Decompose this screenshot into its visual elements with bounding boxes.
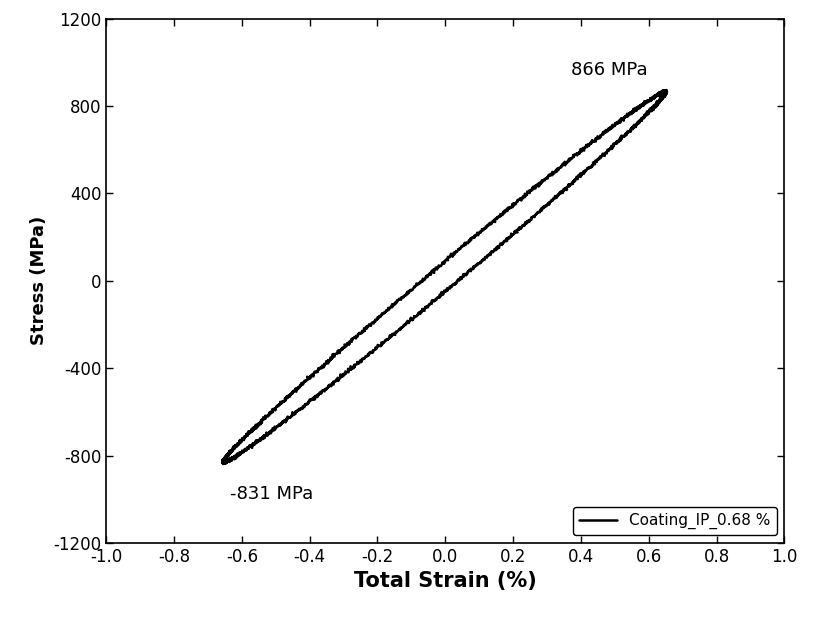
Coating_IP_0.68 % <box>601 149 611 157</box>
Text: -831 MPa: -831 MPa <box>230 486 313 503</box>
Text: 866 MPa: 866 MPa <box>571 62 647 80</box>
Coating_IP_0.68 % <box>267 405 277 413</box>
Coating_IP_0.68 % <box>600 128 609 135</box>
Coating_IP_0.68 % <box>661 90 671 97</box>
Coating_IP_0.68 % <box>662 86 672 94</box>
Coating_IP_0.68 % <box>219 460 229 468</box>
Coating_IP_0.68 % <box>237 437 247 445</box>
Line: Coating_IP_0.68 %: Coating_IP_0.68 % <box>222 90 667 464</box>
Coating_IP_0.68 % <box>661 89 671 96</box>
Y-axis label: Stress (MPa): Stress (MPa) <box>29 216 47 346</box>
Legend: Coating_IP_0.68 %: Coating_IP_0.68 % <box>573 507 777 536</box>
Coating_IP_0.68 % <box>661 89 671 97</box>
Coating_IP_0.68 % <box>534 183 543 190</box>
X-axis label: Total Strain (%): Total Strain (%) <box>354 571 537 591</box>
